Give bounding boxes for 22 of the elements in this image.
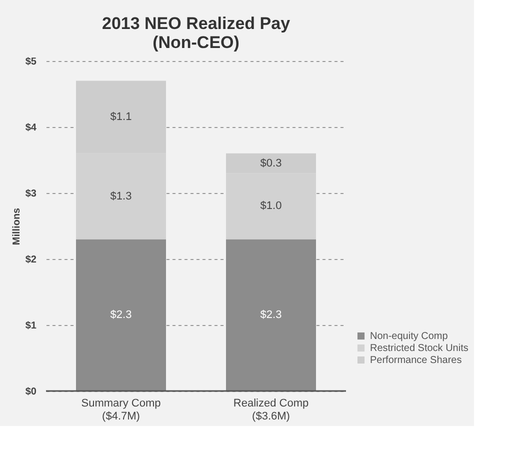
bar	[76, 239, 166, 391]
legend-label: Restricted Stock Units	[370, 343, 468, 354]
y-tick-label: $2	[25, 254, 37, 266]
y-tick-label: $4	[25, 122, 37, 134]
data-label: $1.0	[260, 200, 282, 212]
x-tick-label: Summary Comp ($4.7M)	[81, 398, 161, 422]
data-label: $2.3	[260, 309, 282, 322]
x-tick-label: Realized Comp ($3.6M)	[233, 398, 309, 422]
data-label: $2.3	[110, 309, 132, 322]
data-label: $1.3	[110, 190, 132, 202]
legend-label: Non-equity Comp	[370, 331, 448, 342]
y-tick-label: $1	[25, 320, 37, 332]
y-tick-label: $0	[25, 386, 37, 398]
text: 2013 NEO Realized Pay	[102, 14, 290, 33]
data-label: $0.3	[260, 157, 282, 170]
y-axis-title: Millions	[11, 207, 22, 246]
y-tick-label: $3	[25, 188, 37, 200]
bar	[226, 239, 316, 391]
data-label: $1.1	[110, 111, 132, 124]
legend-label: Performance Shares	[370, 355, 462, 366]
y-tick-label: $5	[25, 56, 37, 68]
text: (Non-CEO)	[152, 33, 240, 52]
